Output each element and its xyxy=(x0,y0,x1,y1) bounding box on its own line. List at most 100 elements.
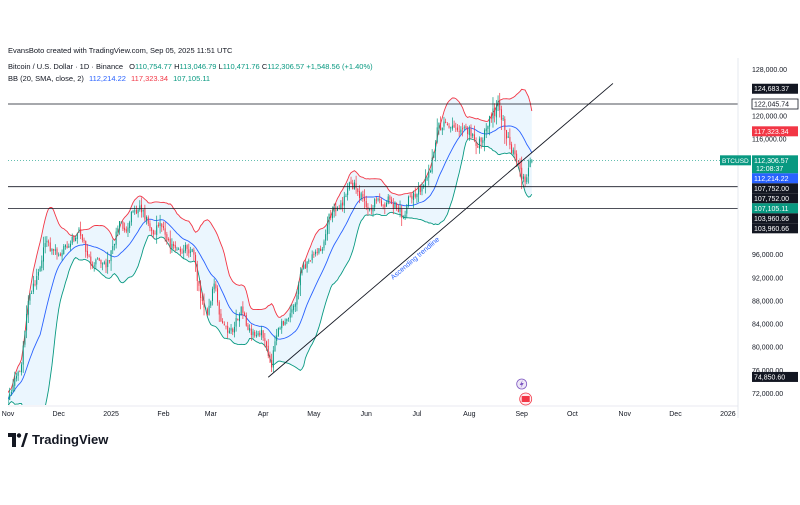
creator-caption: EvansBoto created with TradingView.com, … xyxy=(8,46,233,55)
bb-legend[interactable]: BB (20, SMA, close, 2) 112,214.22 117,32… xyxy=(8,74,210,83)
candle-body xyxy=(343,196,345,206)
candle-body xyxy=(195,254,197,265)
candle-body xyxy=(10,392,12,394)
candle-body xyxy=(269,355,271,360)
candle-body xyxy=(85,240,87,252)
candle-body xyxy=(485,128,487,132)
candle-body xyxy=(399,207,401,212)
candle-body xyxy=(184,244,186,251)
x-tick-label: Mar xyxy=(205,411,218,418)
candle-body xyxy=(63,246,65,255)
candle-body xyxy=(492,108,494,119)
price-label-box xyxy=(752,83,798,94)
candle-body xyxy=(482,140,484,143)
ohlc-close-label: C xyxy=(261,62,268,71)
candle-body xyxy=(201,297,203,301)
candle-body xyxy=(443,121,445,127)
candle-body xyxy=(384,204,386,208)
candle-body xyxy=(215,284,217,289)
candle-body xyxy=(42,247,44,262)
candle-body xyxy=(176,248,178,250)
candle-body xyxy=(230,328,232,331)
candle-body xyxy=(303,265,305,269)
candle-body xyxy=(348,182,350,190)
candle-body xyxy=(110,250,112,262)
x-tick-label: Jul xyxy=(412,411,421,418)
y-tick-label: 120,000.00 xyxy=(752,113,787,120)
candle-body xyxy=(17,371,19,376)
flag-icon xyxy=(521,396,530,402)
candle-body xyxy=(478,138,480,149)
candle-body xyxy=(509,136,511,146)
candle-body xyxy=(316,251,318,253)
candle-body xyxy=(78,228,80,233)
candle-body xyxy=(294,303,296,307)
ohlc-high-label: H xyxy=(174,62,180,71)
price-label-value: 122,045.74 xyxy=(754,102,789,109)
symbol-tag: BTCUSD xyxy=(722,158,749,165)
candle-body xyxy=(293,305,295,311)
candle-body xyxy=(120,221,122,223)
candle-body xyxy=(24,330,26,345)
candle-body xyxy=(39,267,41,272)
candle-body xyxy=(206,309,208,316)
price-label-box xyxy=(752,126,798,137)
candle-body xyxy=(51,248,53,251)
candle-body xyxy=(477,146,479,148)
candle-body xyxy=(465,126,467,129)
candle-body xyxy=(152,230,154,235)
candle-body xyxy=(267,345,269,356)
price-label-box xyxy=(752,371,798,382)
candle-body xyxy=(313,253,315,255)
candle-body xyxy=(325,234,327,241)
x-tick-label: Sep xyxy=(515,411,528,418)
candle-body xyxy=(284,321,286,325)
candle-body xyxy=(119,221,121,228)
candle-body xyxy=(309,260,311,262)
candle-body xyxy=(516,153,518,161)
candle-body xyxy=(426,177,428,180)
candle-body xyxy=(247,325,249,330)
ohlc-open: 110,754.77 xyxy=(134,62,172,71)
candle-body xyxy=(391,199,393,204)
price-label-box xyxy=(752,183,798,194)
candle-body xyxy=(90,256,92,266)
price-label: 103,960.66 xyxy=(752,223,798,234)
x-tick-label: Nov xyxy=(2,411,15,418)
candle-body xyxy=(159,222,161,226)
candle-body xyxy=(358,191,360,198)
candle-body xyxy=(71,236,73,244)
candle-body xyxy=(494,107,496,116)
candle-body xyxy=(56,248,58,255)
bb-basis-value: 112,214.22 xyxy=(88,74,126,83)
candle-body xyxy=(257,333,259,335)
candle-body xyxy=(315,251,317,255)
symbol-legend[interactable]: Bitcoin / U.S. Dollar · 1D · Binance O11… xyxy=(8,62,373,71)
candle-body xyxy=(282,320,284,325)
candle-body xyxy=(421,187,423,192)
candle-body xyxy=(130,211,132,223)
candle-body xyxy=(272,350,274,368)
candle-body xyxy=(198,281,200,286)
candle-body xyxy=(487,125,489,129)
x-tick-label: 2025 xyxy=(103,411,119,418)
candle-body xyxy=(277,328,279,336)
candle-body xyxy=(472,133,474,136)
candle-body xyxy=(365,201,367,207)
candle-body xyxy=(196,264,198,281)
ohlc-low: 110,471.76 xyxy=(222,62,260,71)
candle-body xyxy=(26,313,28,331)
candle-body xyxy=(227,326,229,333)
candle-body xyxy=(375,199,377,201)
candle-body xyxy=(462,128,464,130)
candle-body xyxy=(223,323,225,326)
candle-body xyxy=(173,243,175,246)
candle-body xyxy=(146,217,148,221)
candle-body xyxy=(188,249,190,254)
candle-body xyxy=(370,207,372,211)
candle-body xyxy=(36,276,38,285)
candle-body xyxy=(68,245,70,248)
candle-body xyxy=(480,137,482,142)
